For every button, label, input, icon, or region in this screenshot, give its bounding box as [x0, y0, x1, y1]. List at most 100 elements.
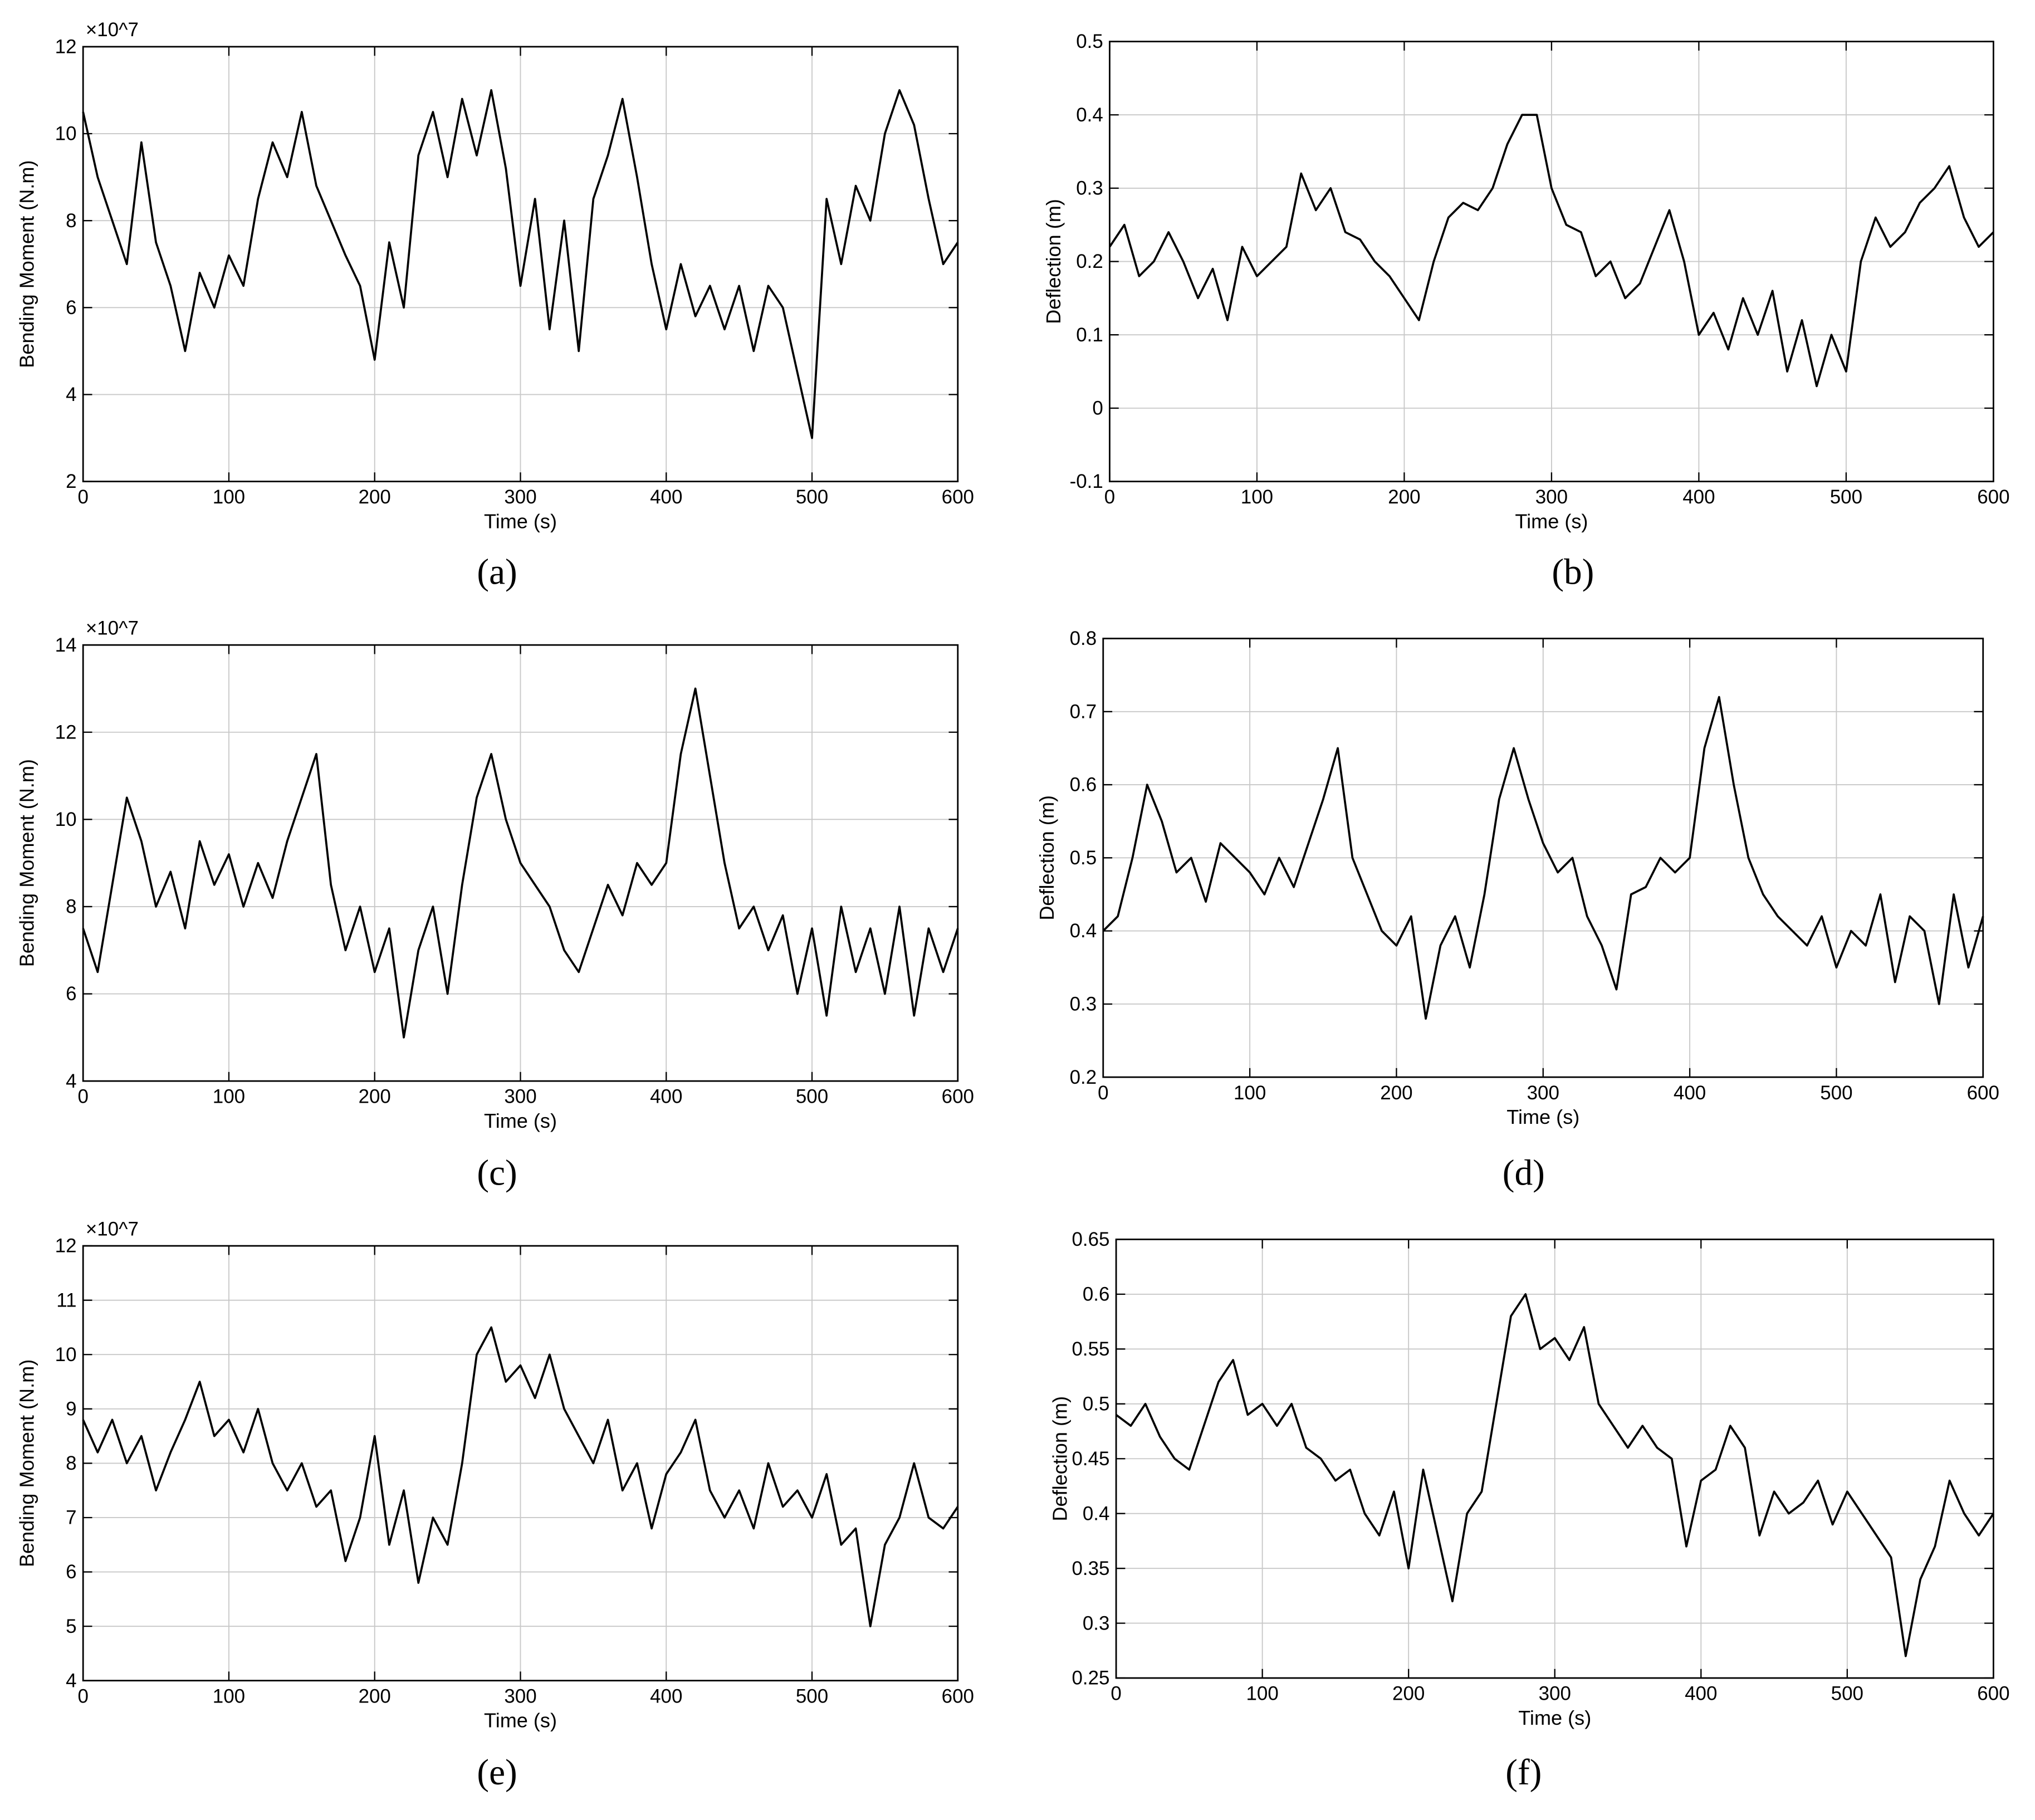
- plot-frame: [82, 46, 959, 482]
- y-multiplier: ×10^7: [86, 1218, 139, 1240]
- panel-label: (d): [1503, 1153, 1545, 1193]
- x-tick-label: 200: [359, 1086, 391, 1108]
- y-tick-label: 10: [55, 123, 77, 145]
- x-tick-label: 500: [796, 1685, 828, 1707]
- x-tick-label: 400: [650, 1086, 682, 1108]
- y-tick-label: 0.7: [1070, 701, 1097, 722]
- y-axis-label: Bending Moment (N.m): [16, 1359, 38, 1567]
- x-tick-label: 0: [1104, 486, 1115, 508]
- x-tick-label: 0: [1098, 1082, 1108, 1104]
- y-tick-label: 11: [56, 1289, 76, 1311]
- data-line: [82, 687, 959, 1039]
- x-tick-label: 600: [942, 1086, 974, 1108]
- x-tick-label: 200: [1392, 1683, 1425, 1705]
- x-tick-label: 400: [650, 1685, 682, 1707]
- y-tick-label: 14: [55, 634, 77, 656]
- plot-frame: [1102, 638, 1984, 1078]
- y-tick-label: 4: [66, 1670, 76, 1691]
- y-axis-label: Bending Moment (N.m): [16, 160, 38, 368]
- x-tick-label: 600: [1977, 486, 2009, 508]
- x-tick-label: 400: [1685, 1683, 1717, 1705]
- x-tick-label: 400: [650, 486, 682, 508]
- x-tick-label: 300: [504, 486, 536, 508]
- x-tick-label: 600: [1977, 1683, 2009, 1705]
- y-tick-label: 9: [66, 1398, 76, 1420]
- x-tick-label: 600: [1967, 1082, 1999, 1104]
- plot-frame: [1115, 1239, 1994, 1679]
- y-tick-label: 7: [66, 1507, 76, 1529]
- x-tick-label: 600: [942, 1685, 974, 1707]
- y-tick-label: 5: [66, 1616, 76, 1637]
- panel-label: (b): [1552, 552, 1594, 593]
- y-tick-label: 0.55: [1072, 1338, 1109, 1360]
- y-tick-label: 0.8: [1070, 628, 1097, 649]
- panel-label: (e): [477, 1753, 517, 1793]
- x-tick-label: 300: [1535, 486, 1568, 508]
- x-tick-label: 200: [359, 1685, 391, 1707]
- x-axis-label: Time (s): [1506, 1105, 1579, 1128]
- y-axis-label: Deflection (m): [1035, 795, 1058, 921]
- x-tick-label: 0: [77, 1086, 88, 1108]
- x-tick-label: 200: [1388, 486, 1420, 508]
- y-tick-label: -0.1: [1070, 471, 1103, 492]
- x-tick-label: 100: [1241, 486, 1273, 508]
- data-line: [82, 89, 959, 439]
- y-tick-label: 10: [55, 1344, 77, 1366]
- x-tick-label: 100: [1234, 1082, 1266, 1104]
- y-tick-label: 12: [55, 721, 77, 743]
- x-tick-label: 400: [1682, 486, 1715, 508]
- y-tick-label: 0.65: [1072, 1229, 1109, 1250]
- y-tick-label: 6: [66, 297, 76, 319]
- x-tick-label: 300: [504, 1685, 536, 1707]
- y-tick-label: 0.2: [1076, 251, 1103, 272]
- panel-label: (f): [1505, 1753, 1542, 1793]
- y-tick-label: 0.4: [1070, 920, 1097, 942]
- y-tick-label: 0.5: [1070, 847, 1097, 869]
- y-tick-label: 0.5: [1076, 31, 1103, 52]
- x-tick-label: 0: [1111, 1683, 1121, 1705]
- x-tick-label: 200: [1380, 1082, 1412, 1104]
- y-tick-label: 0.45: [1072, 1448, 1109, 1470]
- x-tick-label: 300: [504, 1086, 536, 1108]
- x-tick-label: 100: [213, 486, 245, 508]
- data-line: [82, 1326, 959, 1628]
- y-tick-label: 0.3: [1070, 994, 1097, 1015]
- y-multiplier: ×10^7: [86, 19, 139, 41]
- data-line: [1102, 696, 1984, 1020]
- plot-frame: [82, 644, 959, 1082]
- y-tick-label: 0.6: [1070, 774, 1097, 796]
- y-tick-label: 4: [66, 1070, 76, 1092]
- y-tick-label: 10: [55, 809, 77, 830]
- y-tick-label: 4: [66, 384, 76, 405]
- y-tick-label: 0.25: [1072, 1667, 1109, 1689]
- y-tick-label: 0.1: [1076, 324, 1103, 346]
- x-axis-label: Time (s): [484, 510, 557, 532]
- y-tick-label: 0.6: [1083, 1284, 1110, 1305]
- x-axis-label: Time (s): [1518, 1706, 1591, 1729]
- x-axis-label: Time (s): [484, 1709, 557, 1732]
- y-tick-label: 6: [66, 983, 76, 1005]
- x-axis-label: Time (s): [1515, 510, 1588, 532]
- x-tick-label: 500: [1830, 486, 1862, 508]
- y-tick-label: 2: [66, 471, 76, 492]
- plot-frame: [1109, 41, 1994, 482]
- y-tick-label: 8: [66, 896, 76, 918]
- x-tick-label: 300: [1539, 1683, 1571, 1705]
- y-tick-label: 0.3: [1083, 1612, 1110, 1634]
- y-tick-label: 0.35: [1072, 1558, 1109, 1579]
- x-tick-label: 100: [213, 1086, 245, 1108]
- y-tick-label: 0.4: [1076, 104, 1103, 126]
- panel-label: (a): [477, 552, 517, 593]
- y-tick-label: 8: [66, 1452, 76, 1474]
- x-axis-label: Time (s): [484, 1109, 557, 1132]
- x-tick-label: 500: [796, 1086, 828, 1108]
- y-axis-label: Deflection (m): [1042, 199, 1065, 324]
- x-tick-label: 100: [1246, 1683, 1278, 1705]
- y-tick-label: 12: [55, 36, 77, 58]
- data-line: [1115, 1293, 1994, 1657]
- y-tick-label: 0.4: [1083, 1503, 1110, 1524]
- x-tick-label: 100: [213, 1685, 245, 1707]
- x-tick-label: 500: [1820, 1082, 1852, 1104]
- y-tick-label: 12: [55, 1235, 77, 1257]
